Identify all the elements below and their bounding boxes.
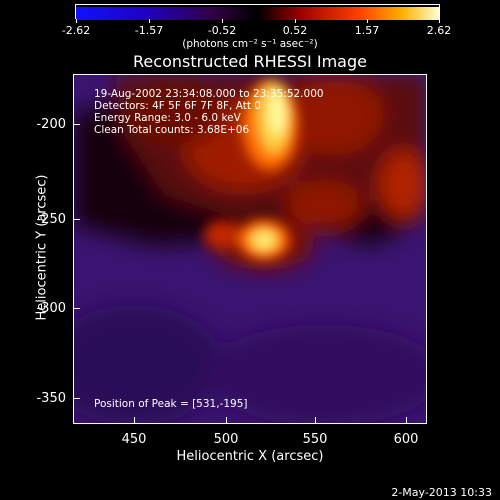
clean-counts-text: Clean Total counts: 3.68E+06	[94, 124, 250, 136]
x-tick	[134, 417, 135, 423]
y-tick	[74, 219, 80, 220]
colorbar-tick	[222, 19, 223, 23]
y-tick-label: -350	[36, 391, 66, 406]
x-tick	[226, 417, 227, 423]
x-tick-label: 500	[213, 432, 239, 447]
y-tick	[74, 124, 80, 125]
colorbar-tick	[439, 19, 440, 23]
peak-position-text: Position of Peak = [531,-195]	[94, 398, 248, 410]
y-tick	[74, 308, 80, 309]
footer-date: 2-May-2013 10:33	[391, 486, 492, 499]
x-tick	[315, 417, 316, 423]
colorbar-tick-label: 2.62	[426, 24, 452, 37]
x-tick-label: 450	[121, 432, 147, 447]
x-tick-label: 550	[302, 432, 328, 447]
colorbar-tick-label: -2.62	[61, 24, 91, 37]
y-tick-label: -250	[36, 212, 66, 227]
y-axis-label: Heliocentric Y (arcsec)	[34, 174, 50, 321]
colorbar-units: (photons cm⁻² s⁻¹ asec⁻²)	[182, 38, 318, 50]
energy-range-text: Energy Range: 3.0 - 6.0 keV	[94, 112, 241, 124]
image-title: Reconstructed RHESSI Image	[133, 52, 367, 71]
image-heatmap	[74, 75, 426, 423]
y-tick-label: -200	[36, 117, 66, 132]
colorbar-tick-label: 1.57	[354, 24, 380, 37]
x-tick-label: 600	[393, 432, 419, 447]
colorbar-tick	[76, 19, 77, 23]
colorbar-tick	[367, 19, 368, 23]
colorbar-gradient	[76, 7, 439, 20]
y-tick-label: -300	[36, 301, 66, 316]
colorbar	[75, 4, 440, 20]
rhessi-image	[73, 74, 427, 424]
x-tick	[406, 417, 407, 423]
colorbar-tick-label: 0.52	[282, 24, 308, 37]
colorbar-tick	[149, 19, 150, 23]
time-range-text: 19-Aug-2002 23:34:08.000 to 23:35:52.000	[94, 88, 324, 100]
y-tick	[74, 398, 80, 399]
x-axis-label: Heliocentric X (arcsec)	[176, 449, 324, 464]
detectors-text: Detectors: 4F 5F 6F 7F 8F, Att 0	[94, 100, 261, 112]
colorbar-tick-label: -0.52	[207, 24, 237, 37]
colorbar-tick-label: -1.57	[134, 24, 164, 37]
colorbar-tick	[295, 19, 296, 23]
